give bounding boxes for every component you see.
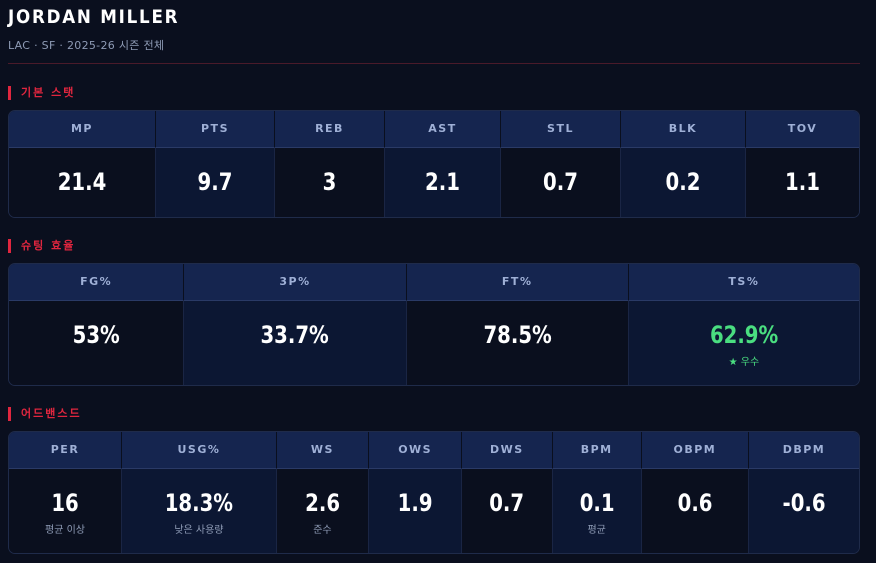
stat-cell-usg: 18.3% 낮은 사용량 xyxy=(122,469,277,553)
stat-cell-obpm: 0.6 xyxy=(641,469,749,553)
stat-value-ws: 2.6 xyxy=(304,489,340,517)
stat-cell-pts: 9.7 xyxy=(156,148,275,217)
section-title-advanced: 어드밴스드 xyxy=(8,407,82,421)
stat-cell-ws: 2.6 준수 xyxy=(276,469,370,553)
shooting-header-row: FG% 3P% FT% TS% xyxy=(9,264,859,301)
stat-cell-ts: 62.9% ★ 우수 xyxy=(628,301,859,385)
stat-value-per: 16 xyxy=(51,489,79,517)
col-header-ows: OWS xyxy=(369,432,463,469)
stat-cell-3p: 33.7% xyxy=(184,301,407,385)
stat-value-ts: 62.9% xyxy=(709,321,779,349)
stat-value-blk: 0.2 xyxy=(665,168,701,196)
col-header-dws: DWS xyxy=(462,432,553,469)
stat-value-ft: 78.5% xyxy=(483,321,552,349)
advanced-stats-table: PER USG% WS OWS DWS BPM OBPM DBPM 16 평균 … xyxy=(8,431,860,554)
stat-cell-tov: 1.1 xyxy=(746,148,859,217)
stat-value-dbpm: -0.6 xyxy=(782,489,826,517)
stat-value-obpm: 0.6 xyxy=(677,489,713,517)
stat-value-ast: 2.1 xyxy=(425,168,460,196)
col-header-fg: FG% xyxy=(9,264,185,301)
col-header-per: PER xyxy=(9,432,123,469)
stat-value-reb: 3 xyxy=(322,168,337,196)
stat-cell-reb: 3 xyxy=(275,148,385,217)
stat-cell-per: 16 평균 이상 xyxy=(9,469,123,553)
shooting-stats-table: FG% 3P% FT% TS% 53% 33.7% 78.5% 62.9% ★ … xyxy=(8,263,860,386)
col-header-stl: STL xyxy=(501,111,621,148)
col-header-usg: USG% xyxy=(122,432,277,469)
col-header-reb: REB xyxy=(275,111,385,148)
player-meta: LAC · SF · 2025-26 시즌 전체 xyxy=(8,39,165,52)
stat-note-bpm: 평균 xyxy=(587,525,606,536)
stat-value-mp: 21.4 xyxy=(57,168,107,196)
stat-note-ws: 준수 xyxy=(313,525,332,536)
basic-value-row: 21.4 9.7 3 2.1 0.7 0.2 1.1 xyxy=(9,148,859,217)
stat-note-per: 평균 이상 xyxy=(45,525,86,536)
stat-cell-stl: 0.7 xyxy=(501,148,621,217)
stat-cell-ft: 78.5% xyxy=(406,301,629,385)
stat-cell-dbpm: -0.6 xyxy=(748,469,859,553)
col-header-ts: TS% xyxy=(628,264,859,301)
col-header-3p: 3P% xyxy=(184,264,407,301)
col-header-tov: TOV xyxy=(746,111,859,148)
col-header-dbpm: DBPM xyxy=(748,432,859,469)
stat-value-ows: 1.9 xyxy=(397,489,433,517)
stat-cell-mp: 21.4 xyxy=(9,148,156,217)
section-title-basic: 기본 스탯 xyxy=(8,86,75,100)
stat-cell-bpm: 0.1 평균 xyxy=(552,469,642,553)
stat-cell-ast: 2.1 xyxy=(385,148,501,217)
col-header-bpm: BPM xyxy=(552,432,642,469)
stat-value-fg: 53% xyxy=(72,321,120,349)
stat-value-tov: 1.1 xyxy=(785,168,820,196)
stat-cell-dws: 0.7 xyxy=(462,469,553,553)
basic-header-row: MP PTS REB AST STL BLK TOV xyxy=(9,111,859,148)
basic-stats-table: MP PTS REB AST STL BLK TOV 21.4 9.7 3 2.… xyxy=(8,110,860,218)
advanced-header-row: PER USG% WS OWS DWS BPM OBPM DBPM xyxy=(9,432,859,469)
stat-value-usg: 18.3% xyxy=(164,489,234,517)
stat-note-usg: 낮은 사용량 xyxy=(174,525,224,536)
stat-value-dws: 0.7 xyxy=(489,489,525,517)
col-header-blk: BLK xyxy=(621,111,746,148)
stat-cell-fg: 53% xyxy=(9,301,185,385)
advanced-value-row: 16 평균 이상 18.3% 낮은 사용량 2.6 준수 1.9 0.7 0.1… xyxy=(9,469,859,553)
stat-value-bpm: 0.1 xyxy=(579,489,615,517)
stat-note-ts: ★ 우수 xyxy=(728,357,760,368)
col-header-ws: WS xyxy=(276,432,370,469)
col-header-mp: MP xyxy=(9,111,156,148)
col-header-obpm: OBPM xyxy=(641,432,749,469)
header-divider xyxy=(8,63,860,64)
col-header-pts: PTS xyxy=(156,111,275,148)
player-name: JORDAN MILLER xyxy=(8,6,180,28)
col-header-ft: FT% xyxy=(406,264,629,301)
stat-value-pts: 9.7 xyxy=(197,168,233,196)
col-header-ast: AST xyxy=(385,111,501,148)
section-title-shooting: 슈팅 효율 xyxy=(8,239,75,253)
stat-cell-blk: 0.2 xyxy=(621,148,746,217)
stat-cell-ows: 1.9 xyxy=(369,469,463,553)
shooting-value-row: 53% 33.7% 78.5% 62.9% ★ 우수 xyxy=(9,301,859,385)
stat-value-3p: 33.7% xyxy=(260,321,330,349)
stat-value-stl: 0.7 xyxy=(543,168,578,196)
